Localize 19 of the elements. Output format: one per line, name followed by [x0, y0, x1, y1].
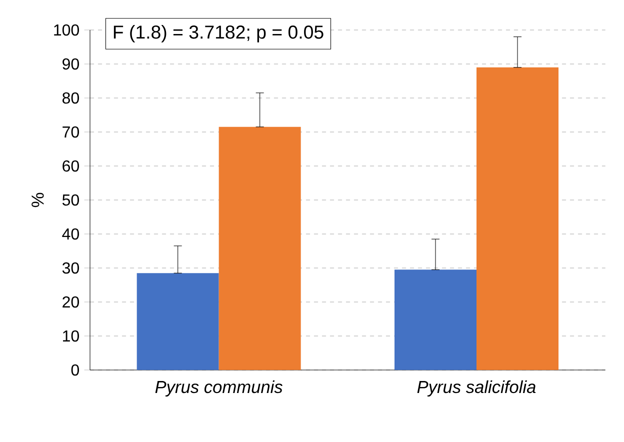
y-tick-label: 0: [71, 364, 79, 376]
y-tick-label: 60: [62, 160, 79, 172]
y-tick-label: 80: [62, 92, 79, 104]
y-axis-title: %: [32, 192, 44, 208]
y-tick-label: 30: [62, 262, 79, 274]
y-tick-label: 90: [62, 58, 79, 70]
y-tick-label: 70: [62, 126, 79, 138]
bar: [136, 273, 219, 370]
bar: [218, 126, 301, 370]
x-tick-label: Pyrus salicifolia: [417, 380, 536, 397]
y-tick-label: 40: [62, 228, 79, 240]
y-tick-label: 100: [54, 24, 79, 36]
y-tick-label: 10: [63, 330, 79, 342]
x-tick-label: Pyrus communis: [155, 380, 282, 397]
y-tick-label: 20: [62, 296, 79, 308]
bar: [476, 67, 558, 370]
y-tick-label: 50: [62, 194, 79, 206]
bar: [394, 270, 476, 370]
annotation: F (1.8) = 3.7182; p = 0.05: [114, 25, 324, 42]
